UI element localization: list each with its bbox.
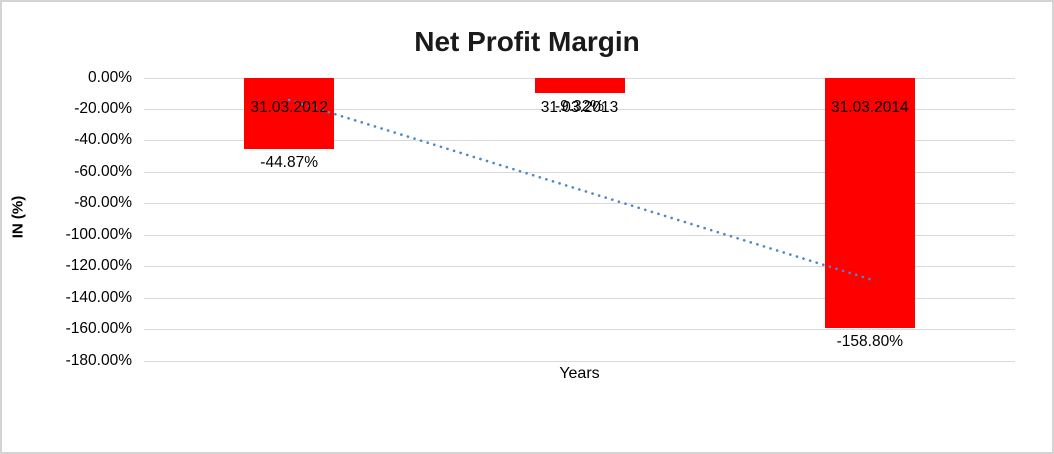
x-axis-title: Years	[559, 365, 600, 382]
data-label: -9.32%	[554, 97, 605, 115]
category-label: 31.03.2014	[831, 99, 909, 116]
y-tick-label: -100.00%	[65, 225, 132, 243]
y-tick-label: -160.00%	[65, 320, 132, 338]
gridline	[144, 360, 1015, 362]
data-label: -44.87%	[260, 153, 319, 171]
y-tick-label: 0.00%	[88, 68, 132, 86]
chart-title: Net Profit Margin	[414, 26, 640, 57]
y-axis-title: IN (%)	[9, 195, 27, 239]
gridline	[144, 329, 1015, 331]
bar-31.03.2013	[534, 78, 625, 93]
y-tick-label: -80.00%	[74, 194, 132, 212]
y-tick-label: -180.00%	[65, 351, 132, 369]
y-tick-label: -20.00%	[74, 99, 132, 117]
y-tick-label: -120.00%	[65, 257, 132, 275]
gridline	[144, 297, 1015, 299]
y-tick-label: -60.00%	[74, 162, 132, 180]
trendline-dotted	[287, 98, 872, 281]
y-tick-label: -140.00%	[65, 288, 132, 306]
category-label: 31.03.2012	[250, 99, 328, 116]
y-tick-label: -40.00%	[74, 131, 132, 149]
data-label: -158.80%	[836, 332, 903, 350]
